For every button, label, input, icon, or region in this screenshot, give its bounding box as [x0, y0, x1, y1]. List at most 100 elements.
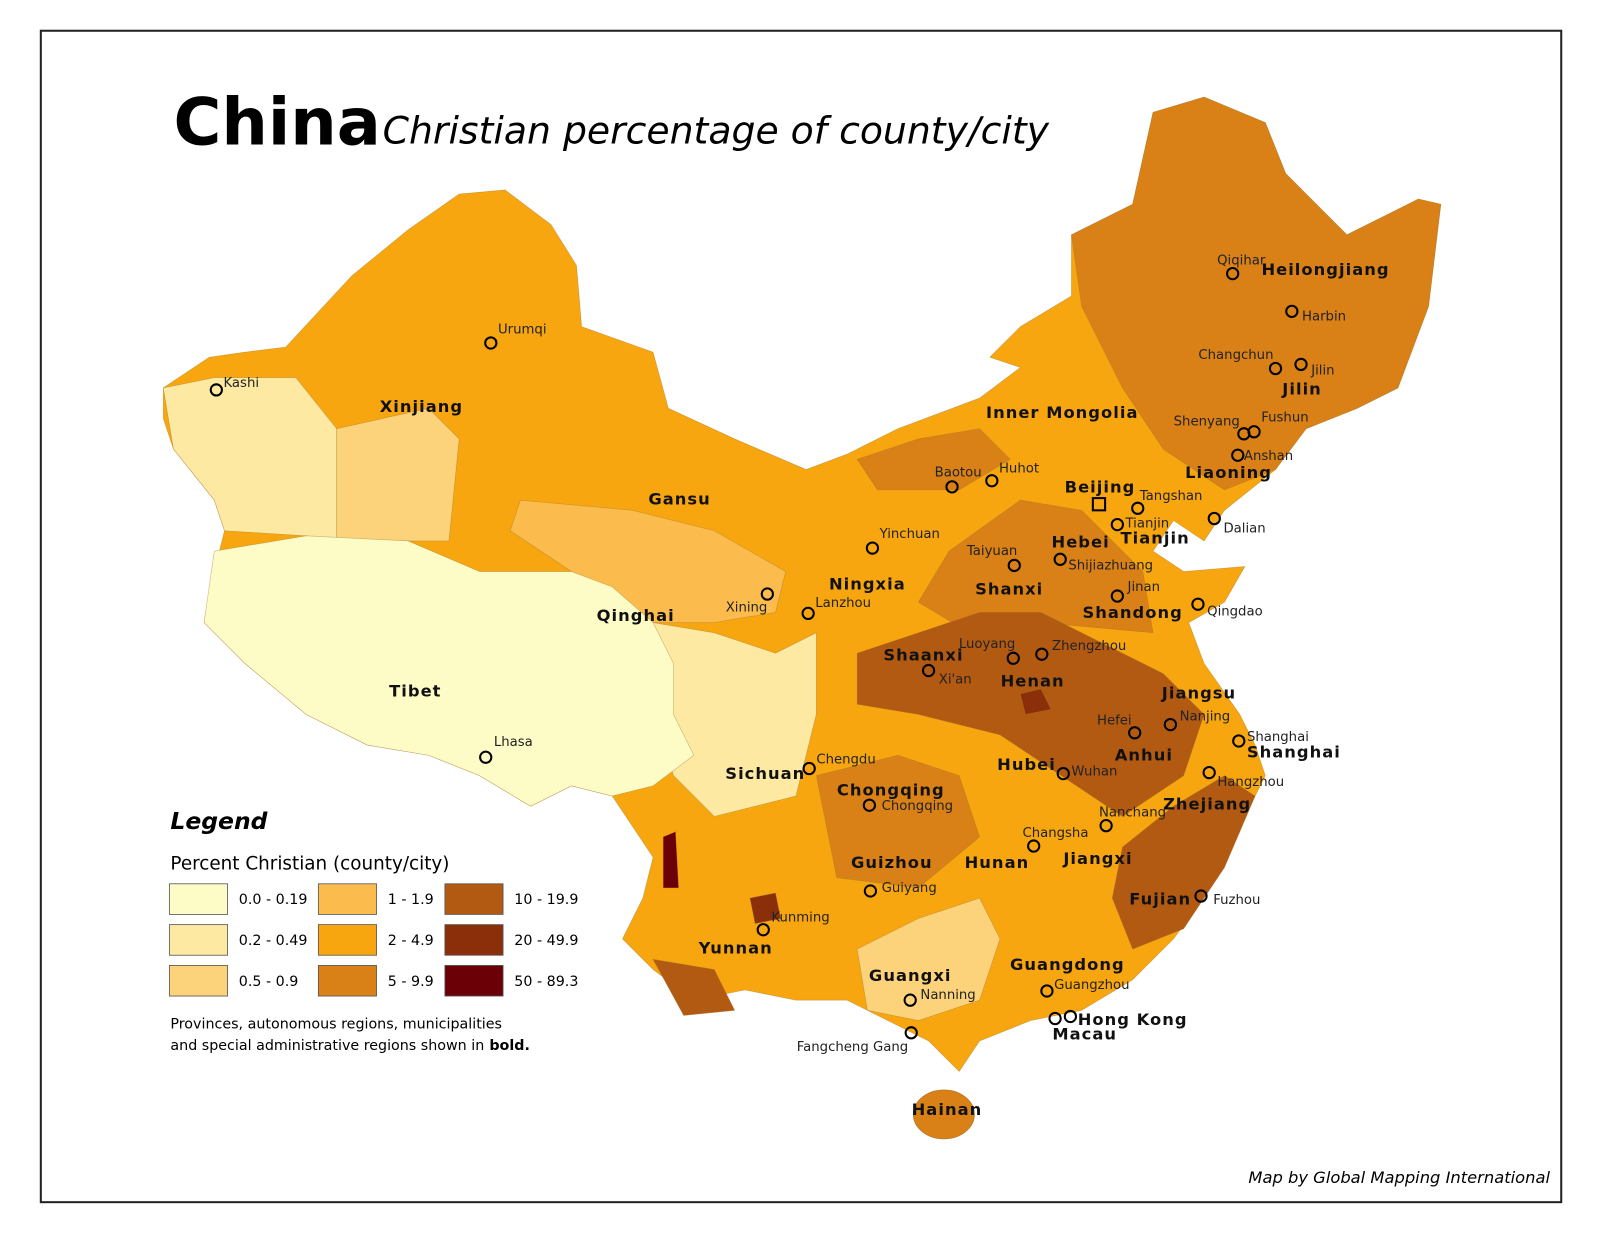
province-label: Macau — [1052, 1024, 1117, 1043]
legend-label: 1 - 1.9 — [388, 892, 434, 908]
city-marker — [1027, 839, 1041, 853]
map — [162, 96, 1442, 1140]
province-label: Ningxia — [829, 574, 906, 593]
city-label: Fangcheng Gang — [797, 1040, 908, 1055]
city-label: Changsha — [1022, 826, 1088, 841]
legend-swatch — [168, 883, 228, 915]
legend-swatch — [444, 924, 504, 956]
city-label: Fuzhou — [1213, 893, 1260, 908]
city-marker — [1007, 558, 1021, 573]
province-label: Henan — [1001, 671, 1065, 690]
city-marker — [1294, 357, 1308, 372]
city-marker — [760, 587, 774, 601]
legend: 0.0 - 0.19 0.2 - 0.49 0.5 - 0.9 1 - 1.9 2 - … — [168, 883, 578, 997]
city-marker — [1231, 448, 1245, 462]
region — [856, 612, 1205, 817]
city-marker — [802, 761, 816, 776]
city-marker — [801, 606, 815, 621]
city-label: Dalian — [1223, 522, 1265, 537]
legend-swatch — [168, 965, 228, 997]
province-label: Liaoning — [1185, 463, 1272, 482]
region — [815, 754, 980, 889]
province-label: Guangxi — [869, 966, 952, 985]
city-label: Huhot — [999, 462, 1039, 477]
city-label: Qiqihar — [1217, 253, 1266, 268]
city-marker — [862, 798, 877, 812]
legend-label: 20 - 49.9 — [514, 933, 578, 949]
city-marker — [1232, 734, 1246, 748]
province-label: Yunnan — [698, 939, 773, 958]
city-label: Anshan — [1244, 449, 1293, 464]
province-label: Jiangsu — [1161, 684, 1236, 703]
region — [856, 428, 1011, 491]
province-label: Shandong — [1082, 603, 1182, 622]
city-marker — [1006, 651, 1020, 665]
city-label: Yinchuan — [879, 527, 940, 542]
city-marker — [479, 750, 493, 764]
region — [652, 958, 736, 1016]
region — [749, 892, 781, 924]
province-label: Jiangxi — [1062, 849, 1132, 868]
province-label: Xinjiang — [380, 397, 463, 416]
island — [912, 1089, 975, 1140]
legend-swatch — [168, 924, 228, 956]
city-label: Qingdao — [1207, 604, 1263, 619]
city-label: Lanzhou — [815, 596, 871, 611]
city-label: Kashi — [223, 376, 259, 391]
city-label: Xining — [726, 600, 768, 615]
province-label: Gansu — [648, 490, 710, 509]
legend-label: 0.0 - 0.19 — [239, 892, 308, 908]
province-label: Anhui — [1115, 746, 1173, 765]
province-label: Beijing — [1065, 477, 1136, 496]
city-marker — [904, 1026, 918, 1040]
province-label: Hebei — [1052, 532, 1110, 551]
city-label: Harbin — [1302, 309, 1346, 324]
city-marker — [1099, 819, 1113, 833]
province-label: Tibet — [389, 681, 441, 700]
city-label: Baotou — [935, 466, 982, 481]
legend-label: 5 - 9.9 — [388, 974, 434, 990]
province-label: Tianjin — [1120, 528, 1189, 547]
city-label: Tangshan — [1139, 489, 1203, 504]
legend-swatch — [317, 883, 377, 915]
city-marker — [1202, 765, 1216, 780]
city-marker — [945, 480, 959, 494]
region — [917, 499, 1154, 634]
city-label: Guiyang — [882, 881, 937, 896]
region — [336, 407, 460, 542]
city-label: Jilin — [1310, 364, 1334, 379]
city-marker — [903, 993, 917, 1007]
city-marker — [1053, 552, 1067, 566]
city-marker — [1110, 517, 1124, 532]
legend-swatch — [444, 883, 504, 915]
title: China — [173, 85, 380, 161]
region — [662, 831, 679, 889]
city-marker — [1035, 647, 1049, 661]
city-label: Taiyuan — [966, 544, 1017, 559]
city-label: Lhasa — [494, 735, 533, 750]
city-label: Chengdu — [816, 752, 875, 767]
region — [856, 897, 1001, 1021]
province-label: Zhejiang — [1163, 795, 1251, 814]
legend-label: 0.2 - 0.49 — [239, 933, 308, 949]
city-label: Shenyang — [1174, 415, 1240, 430]
city-label: Nanjing — [1180, 709, 1231, 724]
city-label: Changchun — [1198, 348, 1273, 363]
city-marker — [1268, 361, 1283, 376]
city-marker — [865, 541, 880, 555]
city-marker — [1128, 726, 1142, 740]
city-marker — [985, 474, 999, 488]
city-label: Luoyang — [959, 637, 1015, 652]
city-marker — [1194, 889, 1208, 903]
capital-marker — [1091, 497, 1107, 512]
province-label: Fujian — [1129, 890, 1191, 909]
province-label: Guangdong — [1010, 955, 1125, 974]
region — [203, 535, 695, 807]
region — [1071, 96, 1442, 491]
footnote-line: and special administrative regions shown… — [170, 1038, 529, 1054]
city-label: Urumqi — [498, 323, 547, 338]
city-marker — [1110, 589, 1124, 603]
city-marker — [1207, 511, 1221, 526]
city-label: Nanning — [920, 988, 975, 1003]
province-label: Hunan — [965, 853, 1030, 872]
